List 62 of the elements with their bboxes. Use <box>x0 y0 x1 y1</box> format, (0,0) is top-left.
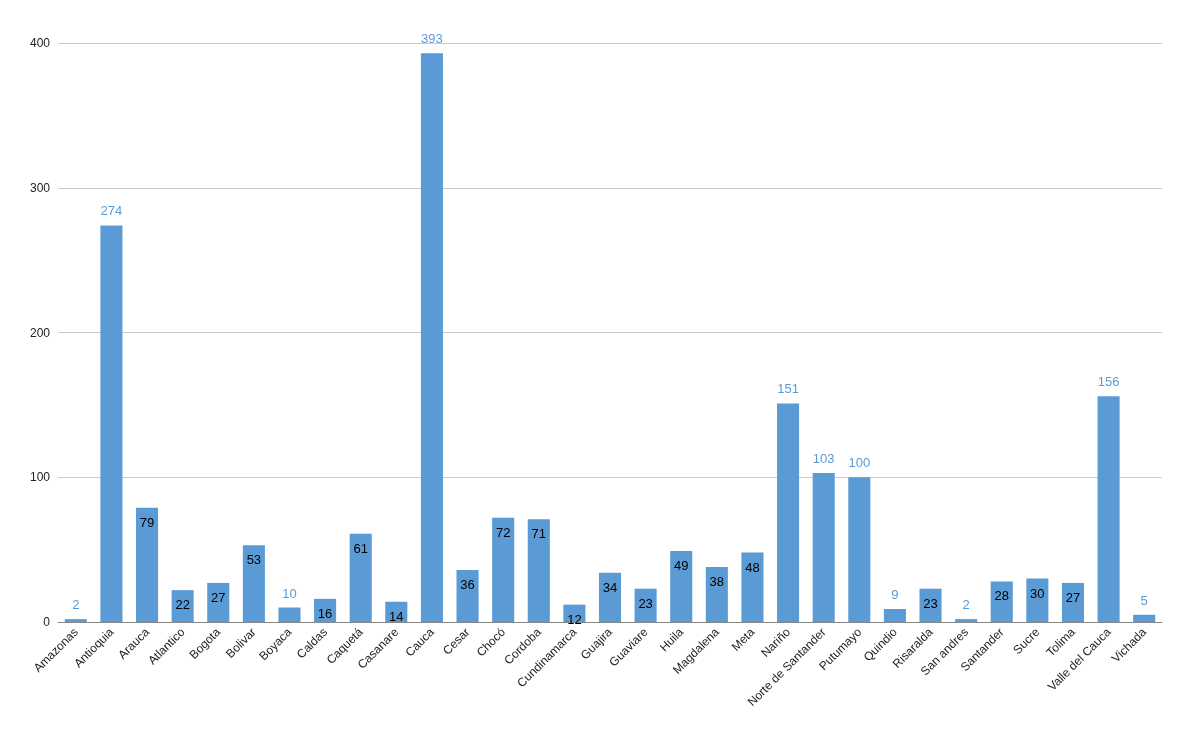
y-tick-label: 400 <box>29 36 51 50</box>
data-label: 22 <box>175 597 190 613</box>
bar <box>349 533 372 622</box>
bar <box>812 472 835 622</box>
bar <box>883 608 906 622</box>
bar <box>741 552 764 622</box>
data-label: 103 <box>812 450 835 466</box>
data-label: 12 <box>567 611 582 627</box>
data-label: 23 <box>923 595 938 611</box>
data-label: 151 <box>777 381 799 397</box>
data-label: 5 <box>1140 592 1148 608</box>
data-label: 71 <box>531 526 547 542</box>
y-tick-label: 100 <box>29 470 51 485</box>
bar <box>100 225 123 622</box>
bar <box>919 588 942 622</box>
data-label: 393 <box>421 31 443 47</box>
data-label: 9 <box>891 586 899 602</box>
data-label: 156 <box>1097 374 1120 390</box>
bar <box>777 403 800 622</box>
bar <box>990 581 1013 622</box>
bar <box>527 519 550 622</box>
data-label: 2 <box>72 597 80 613</box>
data-label: 30 <box>1030 585 1045 601</box>
data-label: 36 <box>460 576 475 592</box>
bar <box>1133 614 1156 622</box>
bar <box>207 582 230 622</box>
y-tick-label: 200 <box>29 325 51 340</box>
data-label: 10 <box>282 585 297 601</box>
data-label: 274 <box>100 203 123 219</box>
bar <box>848 477 871 622</box>
bar <box>135 507 159 622</box>
data-label: 79 <box>139 514 155 530</box>
data-label: 27 <box>1065 589 1081 605</box>
bar <box>955 619 978 622</box>
bar <box>598 572 622 622</box>
y-tick-label: 0 <box>43 615 51 629</box>
bar <box>420 53 443 622</box>
bar <box>242 545 265 622</box>
data-label: 49 <box>673 558 689 574</box>
bar <box>1061 582 1085 622</box>
bar <box>492 517 515 622</box>
bar <box>64 619 87 622</box>
data-label: 16 <box>317 605 333 621</box>
bar <box>278 607 301 622</box>
data-label: 23 <box>638 595 653 611</box>
data-label: 34 <box>602 579 618 595</box>
data-label: 53 <box>246 552 262 568</box>
y-tick-label: 300 <box>29 180 51 195</box>
data-label: 48 <box>745 559 760 575</box>
data-label: 38 <box>709 573 725 589</box>
bar <box>705 567 728 622</box>
data-label: 2 <box>962 597 970 613</box>
bar <box>456 569 479 622</box>
data-label: 14 <box>389 608 404 624</box>
data-label: 61 <box>353 540 368 556</box>
bar <box>670 551 693 622</box>
data-label: 72 <box>495 524 511 540</box>
bar <box>1026 578 1049 622</box>
data-label: 28 <box>994 588 1009 604</box>
bar <box>1097 396 1120 622</box>
data-label: 100 <box>848 455 871 471</box>
data-label: 27 <box>211 589 226 605</box>
